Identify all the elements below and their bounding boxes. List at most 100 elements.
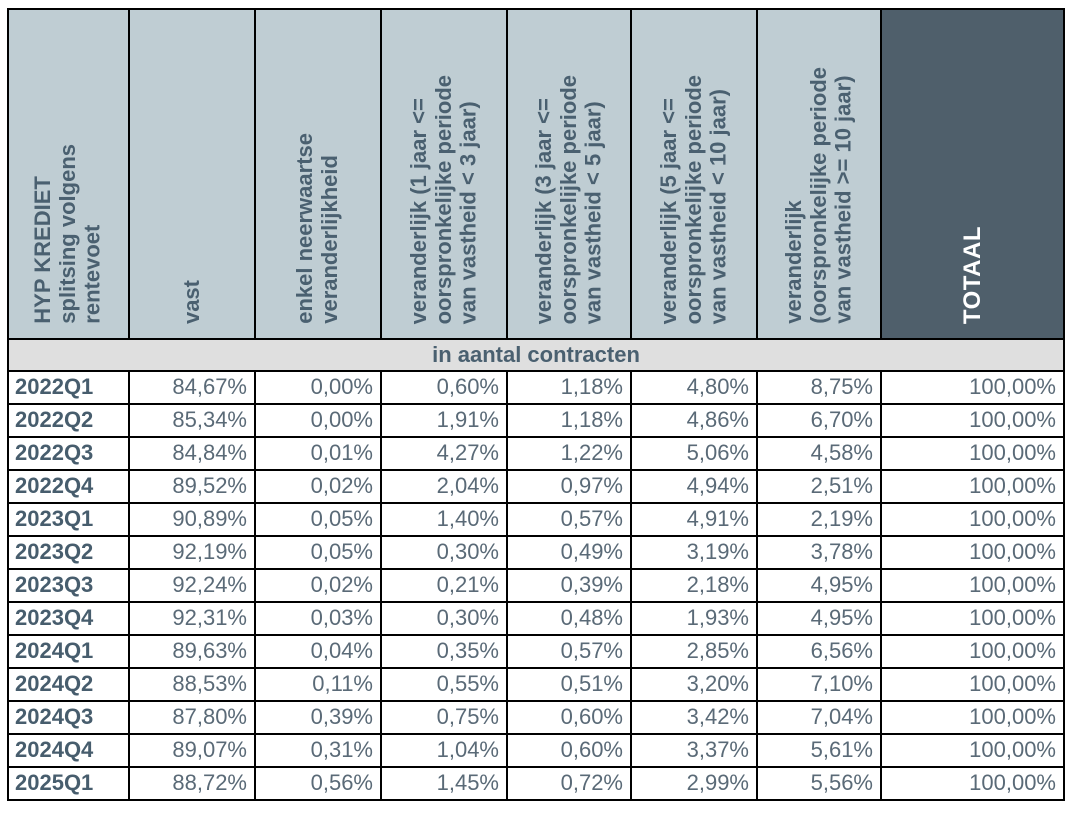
data-cell: 92,24% [128, 568, 256, 603]
data-cell: 2,51% [756, 469, 882, 504]
data-cell: 1,91% [380, 403, 508, 438]
data-cell: 1,04% [380, 733, 508, 768]
data-cell: 0,75% [380, 700, 508, 735]
table-row: 2024Q4 89,07% 0,31% 1,04% 0,60% 3,37% 5,… [7, 733, 1065, 768]
data-cell: 0,48% [506, 601, 632, 636]
table-row: 2023Q3 92,24% 0,02% 0,21% 0,39% 2,18% 4,… [7, 568, 1065, 603]
data-cell: 0,05% [254, 502, 382, 537]
data-cell: 0,55% [380, 667, 508, 702]
data-cell: 3,42% [630, 700, 758, 735]
data-cell: 5,06% [630, 436, 758, 471]
data-cell: 3,78% [756, 535, 882, 570]
data-cell: 0,00% [254, 370, 382, 405]
data-cell: 7,10% [756, 667, 882, 702]
corner-header-label: HYP KREDIET splitsing volgens rentevoet [30, 144, 105, 324]
table-row: 2022Q4 89,52% 0,02% 2,04% 0,97% 4,94% 2,… [7, 469, 1065, 504]
data-cell: 100,00% [880, 403, 1065, 438]
data-cell: 2,85% [630, 634, 758, 669]
data-cell: 0,97% [506, 469, 632, 504]
data-cell: 0,60% [506, 700, 632, 735]
row-label: 2023Q1 [7, 502, 130, 537]
data-cell: 0,05% [254, 535, 382, 570]
data-cell: 0,56% [254, 766, 382, 801]
column-header-vast: vast [128, 8, 256, 340]
data-cell: 0,01% [254, 436, 382, 471]
table-row: 2024Q1 89,63% 0,04% 0,35% 0,57% 2,85% 6,… [7, 634, 1065, 669]
column-header-enkel-neerwaartse: enkel neerwaartse veranderlijkheid [254, 8, 382, 340]
data-cell: 100,00% [880, 634, 1065, 669]
data-cell: 5,56% [756, 766, 882, 801]
column-header-veranderlijk-1-3: veranderlijk (1 jaar <= oorspronkelijke … [380, 8, 508, 340]
column-header-label: TOTAAL [958, 225, 986, 324]
column-header-label: veranderlijk (3 jaar <= oorspronkelijke … [530, 74, 606, 324]
data-cell: 0,31% [254, 733, 382, 768]
data-cell: 100,00% [880, 436, 1065, 471]
data-cell: 4,91% [630, 502, 758, 537]
table-row: 2024Q3 87,80% 0,39% 0,75% 0,60% 3,42% 7,… [7, 700, 1065, 735]
data-cell: 4,27% [380, 436, 508, 471]
data-cell: 89,63% [128, 634, 256, 669]
data-cell: 100,00% [880, 601, 1065, 636]
row-label: 2022Q3 [7, 436, 130, 471]
data-cell: 100,00% [880, 766, 1065, 801]
table-row: 2022Q2 85,34% 0,00% 1,91% 1,18% 4,86% 6,… [7, 403, 1065, 438]
data-cell: 0,30% [380, 535, 508, 570]
row-label: 2024Q3 [7, 700, 130, 735]
data-cell: 0,39% [506, 568, 632, 603]
data-cell: 100,00% [880, 502, 1065, 537]
data-cell: 100,00% [880, 469, 1065, 504]
data-cell: 85,34% [128, 403, 256, 438]
data-cell: 6,56% [756, 634, 882, 669]
data-cell: 6,70% [756, 403, 882, 438]
data-cell: 2,04% [380, 469, 508, 504]
data-cell: 4,86% [630, 403, 758, 438]
data-cell: 100,00% [880, 667, 1065, 702]
column-header-label: veranderlijk (1 jaar <= oorspronkelijke … [405, 74, 481, 324]
column-header-veranderlijk-5-10: veranderlijk (5 jaar <= oorspronkelijke … [630, 8, 758, 340]
data-cell: 1,93% [630, 601, 758, 636]
data-cell: 1,45% [380, 766, 508, 801]
data-cell: 4,80% [630, 370, 758, 405]
header-row: HYP KREDIET splitsing volgens rentevoet … [7, 8, 1065, 340]
data-cell: 3,20% [630, 667, 758, 702]
data-cell: 92,19% [128, 535, 256, 570]
table-row: 2022Q1 84,67% 0,00% 0,60% 1,18% 4,80% 8,… [7, 370, 1065, 405]
data-cell: 87,80% [128, 700, 256, 735]
data-cell: 0,02% [254, 568, 382, 603]
data-cell: 0,04% [254, 634, 382, 669]
data-cell: 0,39% [254, 700, 382, 735]
column-header-label: enkel neerwaartse veranderlijkheid [292, 133, 342, 324]
data-cell: 89,07% [128, 733, 256, 768]
table-row: 2023Q2 92,19% 0,05% 0,30% 0,49% 3,19% 3,… [7, 535, 1065, 570]
row-label: 2023Q2 [7, 535, 130, 570]
data-cell: 4,58% [756, 436, 882, 471]
data-cell: 92,31% [128, 601, 256, 636]
column-header-label: veranderlijk (oorspronkelijke periode va… [780, 67, 856, 324]
column-header-label: veranderlijk (5 jaar <= oorspronkelijke … [655, 74, 731, 324]
data-cell: 0,60% [506, 733, 632, 768]
data-cell: 0,72% [506, 766, 632, 801]
data-cell: 0,21% [380, 568, 508, 603]
data-cell: 2,19% [756, 502, 882, 537]
data-cell: 89,52% [128, 469, 256, 504]
data-cell: 0,57% [506, 634, 632, 669]
data-cell: 3,19% [630, 535, 758, 570]
table-row: 2023Q4 92,31% 0,03% 0,30% 0,48% 1,93% 4,… [7, 601, 1065, 636]
data-cell: 8,75% [756, 370, 882, 405]
data-cell: 100,00% [880, 700, 1065, 735]
data-cell: 100,00% [880, 733, 1065, 768]
data-cell: 0,49% [506, 535, 632, 570]
table-body: 2022Q1 84,67% 0,00% 0,60% 1,18% 4,80% 8,… [7, 370, 1065, 801]
data-cell: 1,18% [506, 370, 632, 405]
data-cell: 0,00% [254, 403, 382, 438]
data-cell: 4,95% [756, 568, 882, 603]
data-cell: 7,04% [756, 700, 882, 735]
row-label: 2024Q4 [7, 733, 130, 768]
data-cell: 90,89% [128, 502, 256, 537]
data-cell: 84,84% [128, 436, 256, 471]
corner-header: HYP KREDIET splitsing volgens rentevoet [7, 8, 130, 340]
data-cell: 100,00% [880, 535, 1065, 570]
data-cell: 0,57% [506, 502, 632, 537]
data-cell: 2,18% [630, 568, 758, 603]
data-cell: 1,18% [506, 403, 632, 438]
